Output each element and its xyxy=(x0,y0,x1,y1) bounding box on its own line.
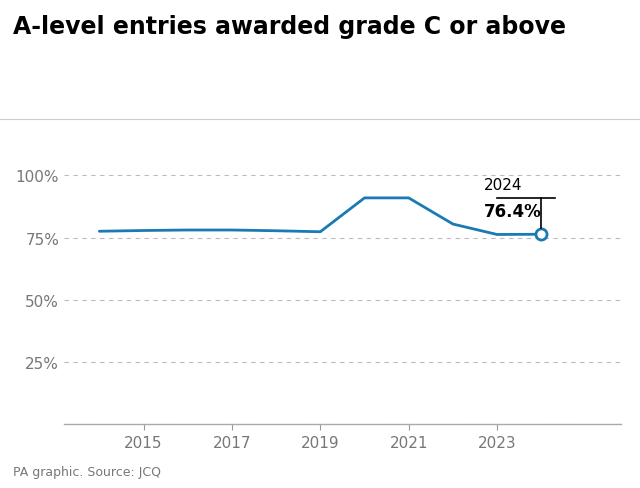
Text: A-level entries awarded grade C or above: A-level entries awarded grade C or above xyxy=(13,15,566,39)
Text: PA graphic. Source: JCQ: PA graphic. Source: JCQ xyxy=(13,465,161,478)
Text: 2024: 2024 xyxy=(484,177,522,192)
Text: 76.4%: 76.4% xyxy=(484,202,541,220)
